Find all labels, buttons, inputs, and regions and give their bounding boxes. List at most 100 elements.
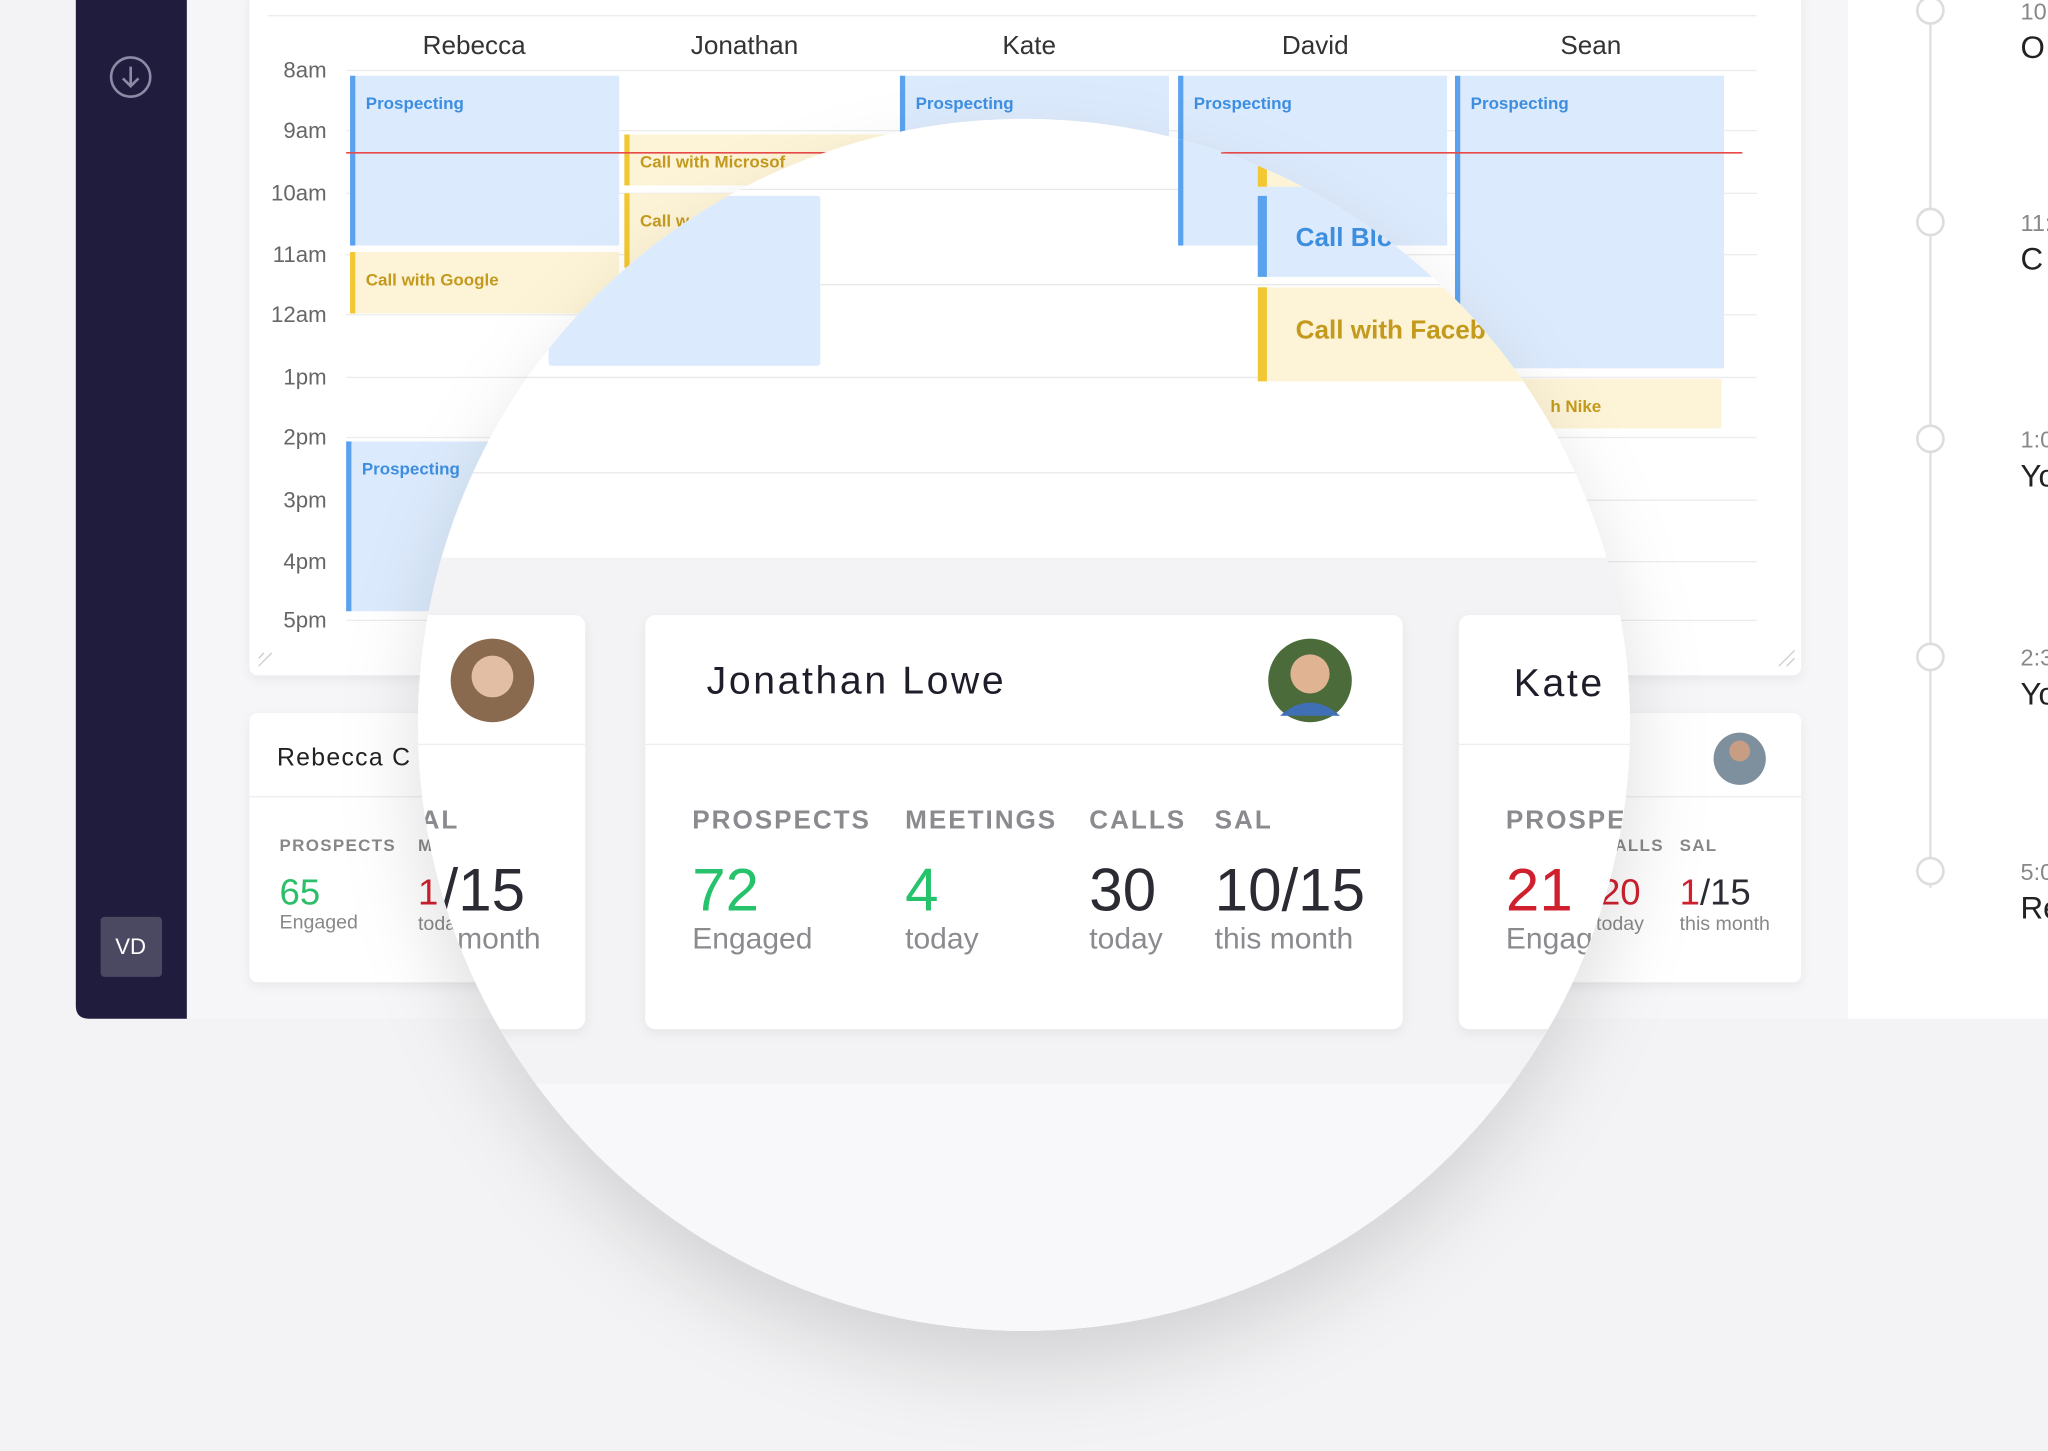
event-label: Prospecting — [1194, 94, 1292, 113]
stat-label: M — [418, 836, 433, 855]
jonathan-card[interactable] — [645, 615, 1403, 1030]
rebecca-avatar-face — [471, 655, 514, 698]
event[interactable] — [1454, 75, 1725, 369]
avatar-initials: VD — [115, 934, 146, 959]
event-label: Prospecting — [362, 460, 460, 479]
timeline-time: 11: — [2021, 210, 2048, 236]
jonathan-avatar-shirt — [1279, 702, 1341, 716]
stat-label: CALLS — [1089, 804, 1186, 834]
timeline-dot — [1916, 424, 1945, 454]
stat-sub: toda — [418, 913, 456, 935]
lens-event-border — [1257, 287, 1267, 382]
event-border — [624, 193, 630, 268]
stat-sub: month — [457, 922, 540, 955]
event-border — [346, 441, 352, 612]
lens-event-label: Call with Faceb — [1296, 315, 1486, 345]
stat-sub: this month — [1215, 922, 1353, 955]
timeline-dot — [1916, 642, 1945, 672]
stat-sub: today — [905, 922, 978, 955]
timeline-panel — [1848, 0, 2048, 1019]
hour-label: 1pm — [283, 365, 326, 390]
stat-sub: Engaged — [692, 922, 812, 955]
kate-avatar-face — [1729, 740, 1751, 762]
hour-label: 8am — [283, 58, 326, 83]
stat-value: 21 — [1506, 857, 1573, 924]
stat-label: SAL — [1680, 836, 1718, 855]
card-name: Jonathan Lowe — [707, 659, 1007, 702]
timeline-title: Yo — [2021, 458, 2048, 493]
user-avatar[interactable] — [100, 916, 163, 977]
stat-sub: today — [1089, 922, 1162, 955]
event-border — [1454, 75, 1461, 369]
stat-sub: this month — [1680, 913, 1770, 935]
stat-sub: Engaged — [280, 912, 358, 934]
event-border — [624, 134, 630, 186]
sal-done: 1 — [1680, 871, 1700, 912]
stat-sub: today — [1596, 913, 1644, 935]
stat-value: 30 — [1089, 857, 1156, 924]
jonathan-avatar-face — [1290, 654, 1330, 694]
event-label: Call w — [640, 212, 690, 231]
hour-label: 2pm — [283, 425, 326, 450]
timeline-time: 5:0 — [2021, 859, 2048, 885]
hour-label: 4pm — [283, 549, 326, 574]
stat-label: PROSPE — [1506, 804, 1627, 834]
timeline-dot — [1916, 207, 1945, 237]
lens-event-border — [1178, 118, 1184, 246]
download-arrow — [121, 66, 140, 89]
lens-event-border — [1257, 195, 1267, 277]
timeline-title: C — [2021, 241, 2044, 276]
resize-handle — [258, 652, 273, 667]
stat-value: 65 — [280, 871, 321, 912]
timeline-title: O — [2021, 30, 2045, 65]
card-name: Kate — [1514, 662, 1605, 705]
timeline-time: 2:3 — [2021, 645, 2048, 671]
event-border — [350, 75, 356, 246]
person-name: Rebecca — [423, 30, 527, 60]
stat-label: PROSPECTS — [692, 804, 871, 834]
stat-value: 1 — [418, 871, 438, 912]
sal-total: /15 — [1700, 871, 1751, 912]
timeline-time: 10 — [2021, 0, 2047, 24]
person-name: Kate — [1002, 30, 1056, 60]
hour-label: 5pm — [283, 608, 326, 633]
stat-label: PROSPECTS — [280, 836, 396, 855]
event-label: Prospecting — [1471, 94, 1569, 113]
sidebar — [75, 0, 187, 1019]
timeline-time: 1:0 — [2021, 427, 2048, 453]
person-name: David — [1282, 30, 1349, 60]
hour-label: 9am — [283, 118, 326, 143]
hour-label: 12am — [271, 302, 327, 327]
event-border — [350, 252, 356, 314]
lens-event-border — [1257, 156, 1267, 187]
hour-label: 10am — [271, 180, 327, 205]
hour-label: 11am — [273, 242, 327, 267]
stat-value: 4 — [905, 857, 938, 924]
event[interactable] — [350, 75, 620, 246]
timeline-dot — [1916, 856, 1945, 886]
download-icon[interactable] — [109, 56, 152, 98]
stat-label: SAL — [1215, 804, 1273, 834]
event-label: Call with Google — [366, 270, 499, 289]
event-label: Call with Microsof — [640, 153, 786, 172]
event-label: h Nike — [1550, 397, 1601, 416]
stat-sub: Engag — [1506, 922, 1593, 955]
timeline-dot — [1916, 0, 1945, 25]
event-label: Prospecting — [916, 94, 1014, 113]
card-name: Rebecca C — [277, 744, 411, 771]
stat-value: /15 — [442, 857, 525, 924]
timeline-title: Yo — [2021, 676, 2048, 711]
person-name: Jonathan — [691, 30, 798, 60]
stat-value: 72 — [692, 857, 759, 924]
event-label: Prospecting — [366, 94, 464, 113]
stat-value: 1/15 — [1680, 871, 1751, 912]
stat-value: 10/15 — [1215, 857, 1365, 924]
lens-background-lower — [418, 1084, 1630, 1331]
event[interactable] — [350, 252, 620, 314]
stat-label: MEETINGS — [905, 804, 1057, 834]
person-name: Sean — [1560, 30, 1621, 60]
lens-kate-card[interactable] — [1458, 615, 1720, 1030]
timeline-title: Re — [2021, 891, 2048, 926]
stat-label: ALLS — [1614, 836, 1664, 855]
